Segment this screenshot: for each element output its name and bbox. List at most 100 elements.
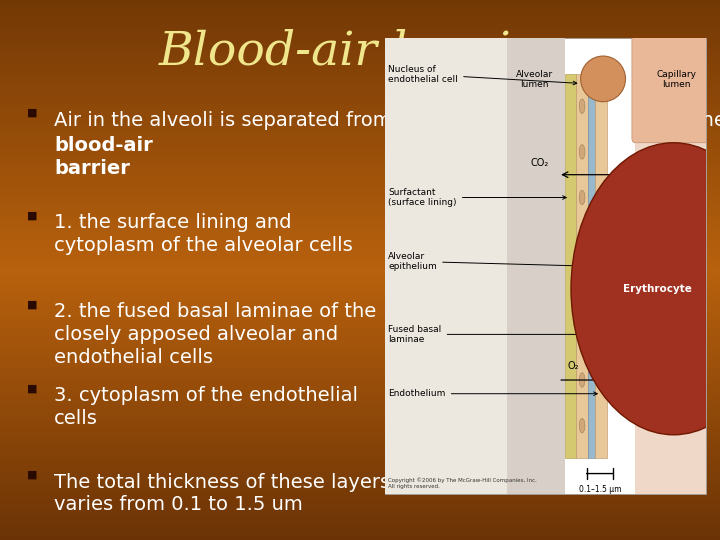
- Text: O₂: O₂: [568, 361, 580, 371]
- Bar: [0, 124, 720, 127]
- Bar: [0, 86, 720, 89]
- Bar: [0, 389, 720, 392]
- Bar: [0, 521, 720, 524]
- Bar: [0, 0, 720, 3]
- Ellipse shape: [579, 373, 585, 387]
- Bar: [0, 532, 720, 535]
- Bar: [0, 97, 720, 100]
- Bar: [0, 537, 720, 540]
- Bar: [0, 65, 720, 68]
- Bar: [0, 232, 720, 235]
- Bar: [0, 216, 720, 219]
- Bar: [0, 130, 720, 132]
- Text: 2. the fused basal laminae of the
closely apposed alveolar and
endothelial cells: 2. the fused basal laminae of the closel…: [54, 302, 377, 367]
- Text: 0.1–1.5 μm: 0.1–1.5 μm: [579, 485, 621, 494]
- Bar: [564, 75, 576, 457]
- Bar: [0, 478, 720, 481]
- Bar: [0, 284, 720, 286]
- Bar: [0, 262, 720, 265]
- Bar: [0, 456, 720, 459]
- Bar: [0, 502, 720, 505]
- Text: Surfactant
(surface lining): Surfactant (surface lining): [388, 188, 566, 207]
- Bar: [0, 246, 720, 248]
- Bar: [0, 224, 720, 227]
- Bar: [0, 186, 720, 189]
- Bar: [0, 459, 720, 462]
- Circle shape: [571, 143, 720, 435]
- Bar: [0, 208, 720, 211]
- Bar: [0, 105, 720, 108]
- Bar: [0, 135, 720, 138]
- Bar: [0, 359, 720, 362]
- Bar: [0, 362, 720, 364]
- Bar: [0, 491, 720, 494]
- Bar: [0, 316, 720, 319]
- Text: blood-air
barrier: blood-air barrier: [54, 136, 153, 178]
- Bar: [0, 116, 720, 119]
- Bar: [588, 75, 595, 457]
- Bar: [0, 73, 720, 76]
- Bar: [0, 354, 720, 356]
- Bar: [0, 103, 720, 105]
- Bar: [0, 508, 720, 510]
- Bar: [0, 108, 720, 111]
- Bar: [0, 281, 720, 284]
- Bar: [0, 46, 720, 49]
- Text: Air in the alveoli is separated from capillary blood by three components referre: Air in the alveoli is separated from cap…: [54, 111, 720, 130]
- Bar: [0, 500, 720, 502]
- Ellipse shape: [579, 145, 585, 159]
- Bar: [0, 462, 720, 464]
- Bar: [0, 265, 720, 267]
- Bar: [0, 32, 720, 35]
- Bar: [0, 138, 720, 140]
- Bar: [0, 513, 720, 516]
- Text: Fused basal
laminae: Fused basal laminae: [388, 325, 588, 344]
- Bar: [0, 410, 720, 413]
- Bar: [0, 273, 720, 275]
- Bar: [0, 475, 720, 478]
- Bar: [0, 235, 720, 238]
- Bar: [0, 70, 720, 73]
- Bar: [0, 408, 720, 410]
- Bar: [0, 35, 720, 38]
- Ellipse shape: [579, 236, 585, 251]
- Bar: [0, 54, 720, 57]
- Bar: [0, 443, 720, 445]
- Bar: [0, 259, 720, 262]
- Bar: [0, 205, 720, 208]
- Bar: [0, 310, 720, 313]
- Bar: [0, 451, 720, 454]
- Bar: [0, 256, 720, 259]
- Bar: [0, 413, 720, 416]
- Bar: [0, 132, 720, 135]
- Text: ■: ■: [27, 470, 38, 480]
- Bar: [0, 421, 720, 424]
- Bar: [0, 324, 720, 327]
- Bar: [0, 340, 720, 343]
- Bar: [0, 356, 720, 359]
- Ellipse shape: [579, 418, 585, 433]
- Bar: [0, 327, 720, 329]
- Bar: [0, 375, 720, 378]
- Bar: [0, 305, 720, 308]
- Bar: [0, 76, 720, 78]
- Bar: [0, 111, 720, 113]
- Bar: [0, 424, 720, 427]
- Bar: [0, 535, 720, 537]
- Bar: [0, 364, 720, 367]
- Bar: [0, 11, 720, 14]
- Ellipse shape: [579, 99, 585, 113]
- Bar: [595, 75, 607, 457]
- Bar: [0, 397, 720, 400]
- Bar: [0, 51, 720, 54]
- Bar: [0, 43, 720, 46]
- Bar: [0, 176, 720, 178]
- Bar: [0, 418, 720, 421]
- Bar: [0, 219, 720, 221]
- Bar: [0, 378, 720, 381]
- Bar: [0, 49, 720, 51]
- Bar: [0, 162, 720, 165]
- Bar: [0, 167, 720, 170]
- Bar: [0, 402, 720, 405]
- Bar: [0, 40, 720, 43]
